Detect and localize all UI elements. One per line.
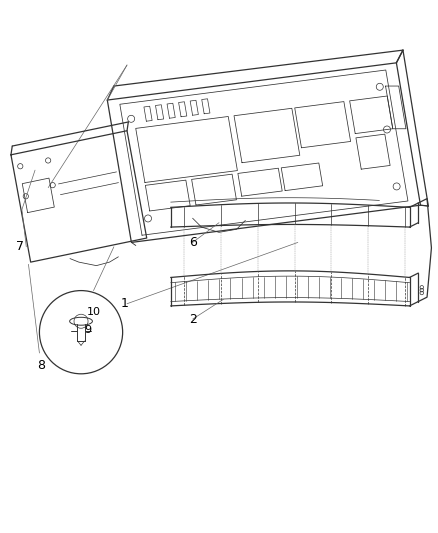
Text: 8: 8 (38, 359, 46, 372)
Text: 9: 9 (84, 325, 91, 335)
Text: 1: 1 (121, 297, 129, 310)
Text: 6: 6 (189, 236, 197, 249)
Text: 2: 2 (189, 312, 197, 326)
Text: 10: 10 (87, 308, 101, 318)
Text: 7: 7 (16, 240, 24, 253)
